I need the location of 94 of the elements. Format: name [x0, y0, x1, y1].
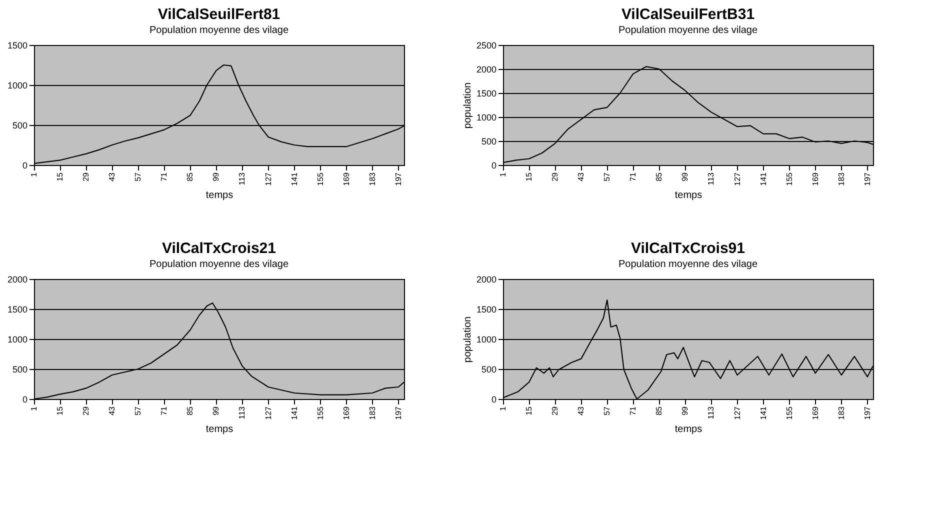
y-tick-label: 500 — [481, 364, 496, 374]
x-tick-label: 155 — [316, 172, 325, 186]
chart-title: VilCalTxCrois91 — [631, 240, 745, 257]
y-tick-label: 2500 — [476, 40, 496, 50]
x-tick-label: 127 — [264, 406, 273, 420]
x-tick-label: 169 — [342, 406, 351, 420]
y-tick-label: 0 — [491, 394, 496, 404]
x-axis-title: temps — [674, 424, 702, 435]
x-tick-label: 57 — [602, 406, 612, 416]
x-tick-label: 57 — [602, 172, 612, 182]
y-axis-title: population — [462, 82, 474, 129]
x-tick-label: 85 — [186, 172, 195, 182]
x-tick-label: 155 — [784, 406, 794, 420]
x-tick-label: 141 — [290, 172, 299, 186]
x-tick-label: 57 — [134, 406, 143, 416]
x-tick-label: 127 — [732, 172, 742, 186]
x-tick-label: 71 — [628, 406, 638, 416]
x-tick-label: 197 — [394, 406, 403, 420]
x-tick-label: 113 — [706, 406, 716, 420]
y-tick-label: 1000 — [476, 334, 496, 344]
x-tick-label: 99 — [212, 406, 221, 416]
y-tick-label: 1500 — [476, 304, 496, 314]
x-tick-label: 155 — [316, 406, 325, 420]
x-tick-label: 43 — [576, 406, 586, 416]
x-tick-label: 113 — [238, 406, 247, 420]
x-tick-label: 99 — [212, 172, 221, 182]
x-tick-label: 155 — [784, 172, 794, 186]
x-tick-label: 183 — [368, 406, 377, 420]
x-tick-label: 99 — [680, 172, 690, 182]
x-tick-label: 29 — [82, 406, 91, 416]
chart-subtitle: Population moyenne des vilage — [150, 25, 289, 36]
x-tick-label: 169 — [810, 406, 820, 420]
x-tick-label: 15 — [524, 172, 534, 182]
x-tick-label: 29 — [550, 406, 560, 416]
x-axis-title: temps — [206, 424, 234, 435]
chart-title: VilCalSeuilFertB31 — [621, 6, 755, 23]
y-tick-label: 500 — [12, 120, 28, 130]
x-tick-label: 197 — [862, 406, 872, 420]
x-tick-label: 141 — [290, 406, 299, 420]
x-tick-label: 127 — [732, 406, 742, 420]
x-tick-label: 85 — [654, 406, 664, 416]
x-tick-label: 197 — [862, 172, 872, 186]
x-tick-label: 71 — [160, 406, 169, 416]
y-tick-label: 0 — [491, 160, 496, 170]
y-tick-label: 500 — [12, 364, 28, 374]
chart-subtitle: Population moyenne des vilage — [618, 25, 758, 36]
x-tick-label: 57 — [134, 172, 143, 182]
x-tick-label: 169 — [342, 172, 351, 186]
y-tick-label: 1500 — [7, 304, 28, 314]
y-tick-label: 2000 — [476, 64, 496, 74]
x-tick-label: 15 — [56, 172, 65, 182]
x-tick-label: 1 — [30, 172, 38, 177]
x-tick-label: 197 — [394, 172, 403, 186]
chart-subtitle: Population moyenne des vilage — [618, 259, 758, 270]
x-tick-label: 29 — [82, 172, 91, 182]
y-tick-label: 1500 — [7, 40, 28, 50]
x-tick-label: 169 — [810, 172, 820, 186]
x-tick-label: 183 — [836, 172, 846, 186]
y-tick-label: 0 — [22, 160, 28, 170]
y-tick-label: 1000 — [7, 334, 28, 344]
chart-title: VilCalTxCrois21 — [162, 240, 276, 257]
x-tick-label: 85 — [654, 172, 664, 182]
x-tick-label: 71 — [628, 172, 638, 182]
y-tick-label: 1000 — [7, 80, 28, 90]
x-axis-title: temps — [674, 190, 702, 201]
x-tick-label: 99 — [680, 406, 690, 416]
x-tick-label: 1 — [498, 172, 508, 177]
chart-subtitle: Population moyenne des vilage — [150, 259, 289, 270]
y-tick-label: 500 — [481, 136, 496, 146]
y-tick-label: 1500 — [476, 88, 496, 98]
x-tick-label: 127 — [264, 172, 273, 186]
x-tick-label: 29 — [550, 172, 560, 182]
x-tick-label: 183 — [368, 172, 377, 186]
x-tick-label: 141 — [758, 406, 768, 420]
x-tick-label: 15 — [524, 406, 534, 416]
x-tick-label: 43 — [108, 172, 117, 182]
x-tick-label: 113 — [238, 172, 247, 186]
x-tick-label: 43 — [576, 172, 586, 182]
y-tick-label: 2000 — [476, 274, 496, 284]
y-tick-label: 0 — [22, 394, 28, 404]
x-tick-label: 85 — [186, 406, 195, 416]
x-tick-label: 141 — [758, 172, 768, 186]
x-tick-label: 71 — [160, 172, 169, 182]
x-axis-title: temps — [206, 190, 234, 201]
y-axis-title: population — [462, 316, 474, 363]
chart-title: VilCalSeuilFert81 — [158, 6, 280, 23]
y-tick-label: 2000 — [7, 274, 28, 284]
x-tick-label: 1 — [498, 406, 508, 411]
x-tick-label: 15 — [56, 406, 65, 416]
x-tick-label: 43 — [108, 406, 117, 416]
x-tick-label: 113 — [706, 172, 716, 186]
x-tick-label: 183 — [836, 406, 846, 420]
x-tick-label: 1 — [30, 406, 38, 411]
y-tick-label: 1000 — [476, 112, 496, 122]
